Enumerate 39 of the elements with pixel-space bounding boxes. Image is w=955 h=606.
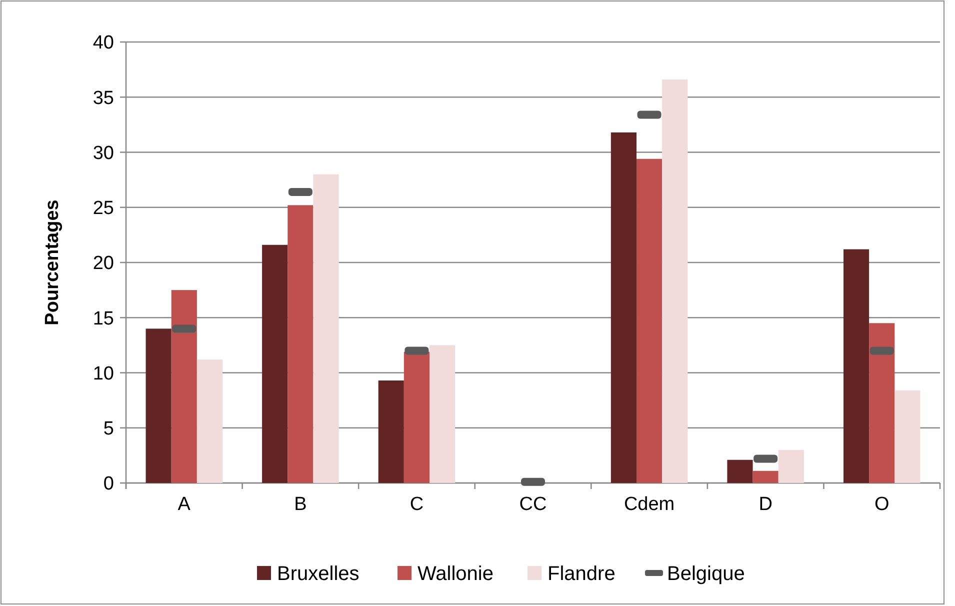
bar [752,470,778,483]
bar [378,380,404,483]
legend-label: Flandre [548,563,616,585]
bar [430,345,456,483]
legend-label: Bruxelles [277,563,360,585]
bar [610,132,636,483]
bar [288,205,314,483]
y-tick-label: 10 [92,363,114,384]
bar [404,352,430,483]
y-tick-label: 0 [103,474,114,495]
bar [262,244,288,483]
bar [727,460,753,483]
legend-label: Belgique [667,563,745,585]
bar [313,174,339,483]
bar [146,328,172,483]
bar [843,249,870,483]
y-tick-label: 40 [92,32,114,54]
bar [171,290,197,483]
y-tick-label: 15 [92,308,114,330]
bar [869,323,895,483]
legend-label: Wallonie [418,563,494,585]
x-tick-label: CC [519,494,547,515]
bar [636,158,662,483]
bar [894,390,920,483]
bar [196,360,223,483]
y-tick-label: 25 [92,198,114,220]
y-tick-label: 30 [92,142,114,164]
y-axis-title: Pourcentages [42,200,63,326]
x-tick-label: B [294,494,307,515]
x-tick-label: Cdem [624,494,675,515]
y-tick-label: 5 [103,418,114,440]
y-tick-label: 35 [92,88,114,109]
x-tick-label: D [758,494,772,515]
y-tick-label: 20 [92,253,114,274]
bar [778,450,804,483]
bar [662,79,688,483]
x-tick-label: A [178,494,191,515]
x-tick-label: C [410,494,424,515]
x-tick-label: O [874,494,890,515]
